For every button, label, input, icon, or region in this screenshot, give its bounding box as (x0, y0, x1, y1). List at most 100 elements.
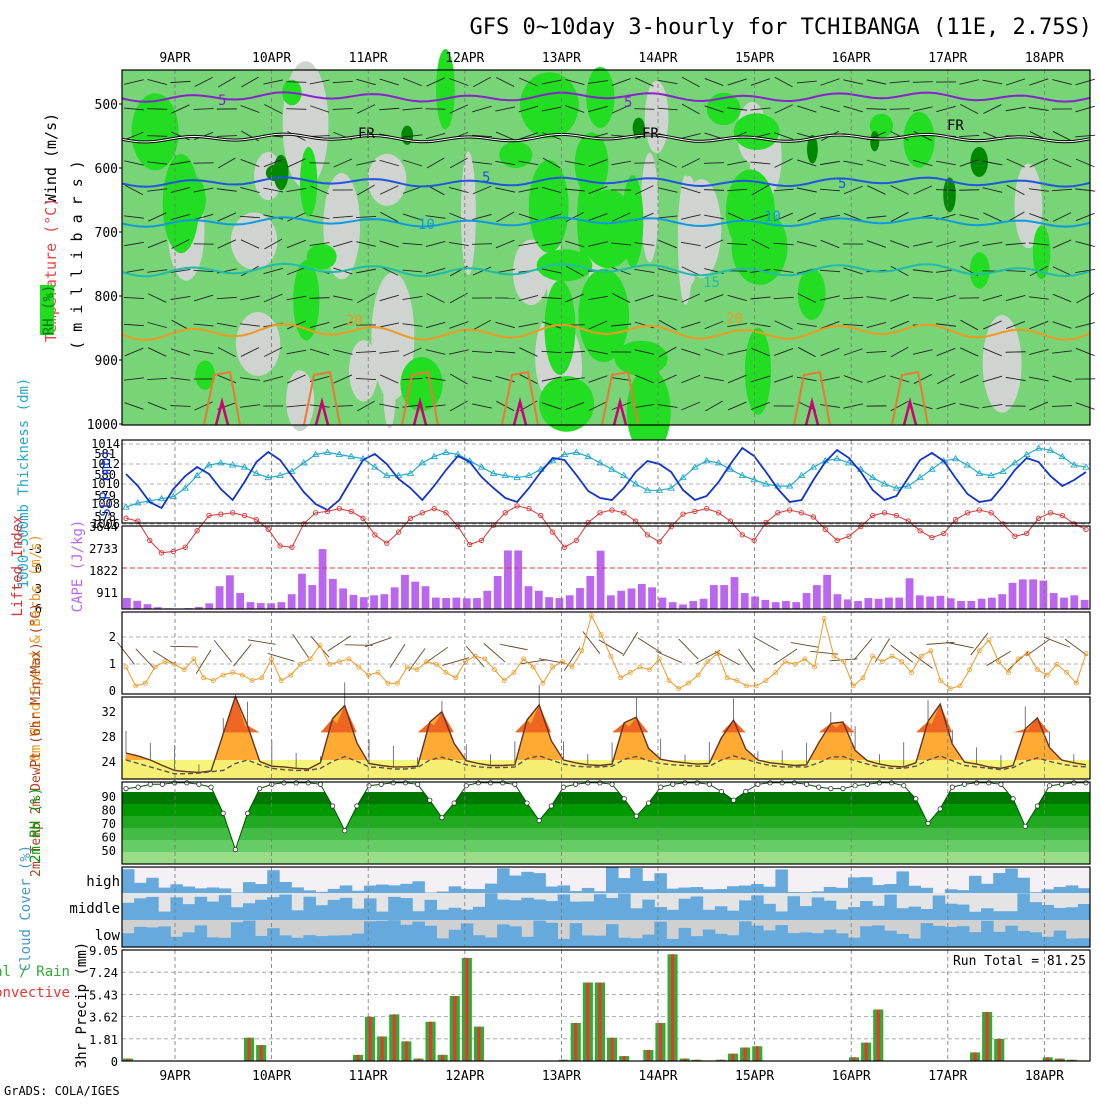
wind-bg (122, 612, 1090, 694)
cloud-bar (497, 900, 510, 920)
cape-bar (710, 585, 718, 609)
rh2-point (233, 847, 237, 851)
precip-bar-conv (356, 1055, 359, 1061)
cloud-bar (630, 908, 643, 920)
rh-moist-patch (734, 113, 780, 150)
precip-tick-label: 1.81 (89, 1033, 118, 1047)
footer-credit: GrADS: COLA/IGES (4, 1084, 120, 1098)
cloud-bar (473, 935, 486, 947)
precip-bar-conv (877, 1009, 880, 1061)
cloud-bar (183, 932, 196, 947)
cloud-bar (654, 873, 667, 893)
precip-tick-label: 9.05 (89, 944, 118, 958)
ylabel-slp: SLP (mb) (98, 449, 114, 516)
cloud-bar (884, 884, 897, 893)
cape-bar (864, 598, 872, 609)
cloud-bar (170, 897, 183, 920)
cape-bar (144, 604, 152, 609)
date-label-top: 10APR (252, 51, 291, 66)
temp-tick-label: 28 (102, 730, 116, 744)
cloud-bar (836, 909, 849, 920)
cloud-bar (933, 896, 946, 920)
cloud-bar (316, 905, 329, 920)
cloud-bar (1005, 869, 1018, 893)
contour-label: 5 (838, 176, 846, 192)
rh2-point (829, 786, 833, 790)
date-label-bottom: 9APR (159, 1069, 190, 1084)
cloud-bar (642, 881, 655, 893)
cape-bar (998, 594, 1006, 609)
rh2-band (122, 816, 1090, 828)
cloud-bar (775, 911, 788, 920)
cloud-bar (376, 912, 389, 920)
cape-bar (422, 586, 430, 609)
cloud-bar (400, 925, 413, 947)
wind10m-tick-label: 0 (109, 684, 116, 698)
cape-bar (741, 593, 749, 609)
cloud-bar (146, 878, 159, 893)
contour-label: 10 (764, 209, 781, 225)
cloud-bar (703, 910, 716, 920)
cloud-bar (328, 900, 341, 920)
cape-bar (916, 595, 924, 609)
cloud-bar (800, 892, 813, 893)
cloud-bar (788, 896, 801, 920)
cloud-bar (558, 894, 571, 920)
ylabel-li: Lifted Index (10, 515, 26, 616)
cape-bar (597, 551, 605, 609)
cape-bar (298, 574, 306, 609)
rh2-point (938, 807, 942, 811)
precip-bar-conv (732, 1054, 735, 1061)
cape-bar (236, 593, 244, 609)
cape-bar (761, 600, 769, 609)
cloud-bar (691, 887, 704, 893)
cloud-bar (134, 898, 147, 920)
precip-bar-conv (453, 996, 456, 1061)
wind10m-panel: 210 (109, 612, 1090, 698)
cloud-bar (582, 888, 595, 893)
cloud-bar (304, 935, 317, 947)
rh-dry-patch (641, 153, 659, 263)
rh2-point (355, 804, 359, 808)
contour-label: FR (947, 118, 964, 134)
cloud-bar (642, 935, 655, 947)
cape-bar (628, 589, 636, 609)
cape-bar (885, 598, 893, 609)
cape-bar (514, 550, 522, 609)
date-label-top: 9APR (159, 51, 190, 66)
cape-bar (607, 595, 615, 609)
rh2-point (804, 782, 808, 786)
cape-bar (772, 602, 780, 609)
contour-label: FR (358, 126, 375, 142)
date-label-bottom: 12APR (445, 1069, 484, 1084)
cloud-bar (800, 906, 813, 920)
cloud-bar (521, 898, 534, 920)
precip-bar-conv (441, 1055, 444, 1061)
cape-bar (401, 575, 409, 609)
cape-bar (370, 595, 378, 609)
rh2-point (1011, 797, 1015, 801)
cloud-bar (267, 897, 280, 920)
date-label-bottom: 15APR (735, 1069, 774, 1084)
rh2-point (999, 782, 1003, 786)
cloud-bar (981, 884, 994, 893)
cloud-bar (909, 939, 922, 947)
rh2-point (391, 781, 395, 785)
rh2-point (719, 789, 723, 793)
precip-bar-conv (865, 1043, 868, 1061)
rh2-point (221, 811, 225, 815)
rh2-point (634, 814, 638, 818)
rh-moist-patch (529, 160, 569, 253)
cloud-bar (606, 898, 619, 920)
cloud-bar (594, 894, 607, 920)
precip-bar-conv (260, 1045, 263, 1061)
ylabel-precip-total: Total / Rain (0, 964, 70, 980)
cloud-bar (667, 910, 680, 920)
cape-bar (803, 593, 811, 609)
date-label-bottom: 14APR (638, 1069, 677, 1084)
cape-bar (483, 591, 491, 609)
rh2-point (622, 797, 626, 801)
cloud-bar (1017, 893, 1030, 920)
rh2-point (379, 782, 383, 786)
cloud-bar (981, 908, 994, 920)
